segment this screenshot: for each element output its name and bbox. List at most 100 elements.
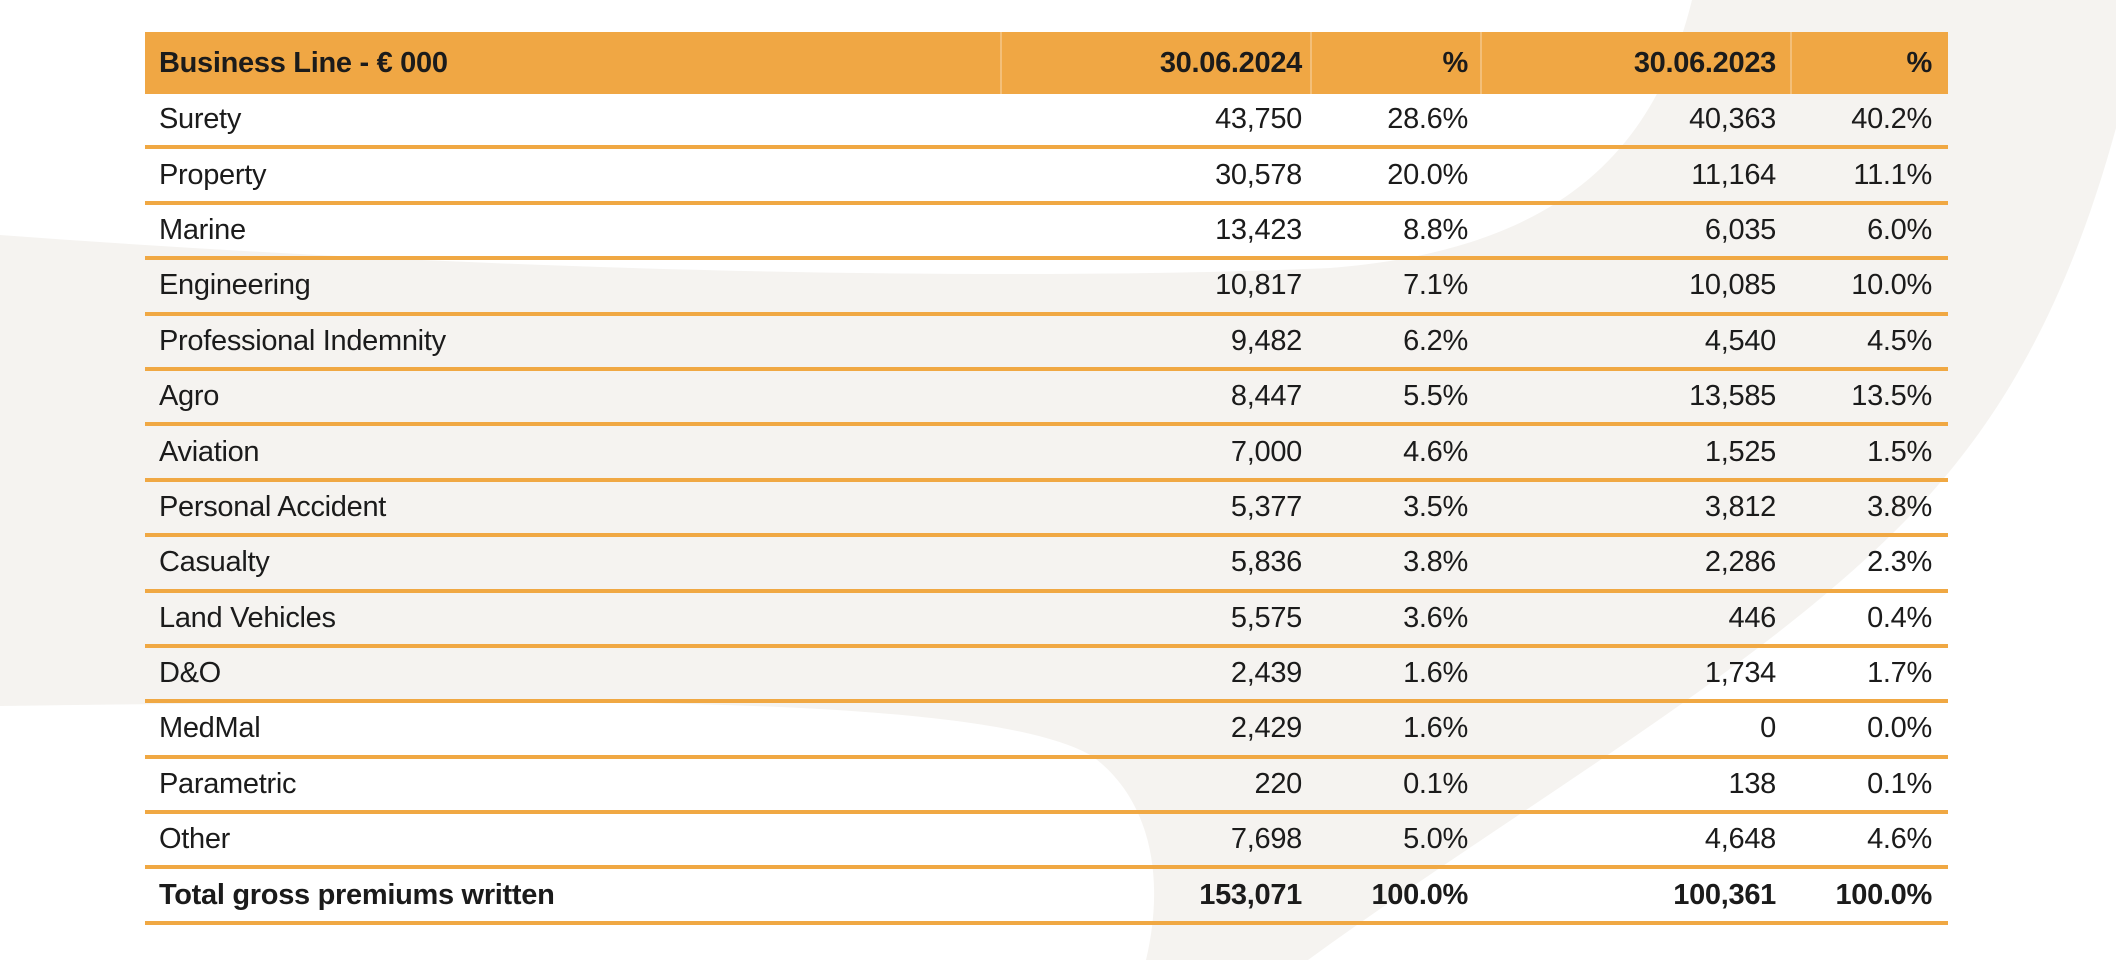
table-row: Engineering 10,817 7.1% 10,085 10.0% <box>145 260 1948 316</box>
cell-v2023: 1,525 <box>1704 435 1776 468</box>
cell-p2024: 3.5% <box>1403 490 1468 523</box>
cell-v2023: 4,540 <box>1704 324 1776 357</box>
cell-p2024: 6.2% <box>1403 324 1468 357</box>
table-row: MedMal 2,429 1.6% 0 0.0% <box>145 703 1948 759</box>
cell-v2023: 446 <box>1728 601 1777 634</box>
cell-v2024: 10,817 <box>1215 269 1302 302</box>
cell-label: Total gross premiums written <box>159 878 555 911</box>
table-row: Surety 43,750 28.6% 40,363 40.2% <box>145 94 1948 150</box>
table-body: Surety 43,750 28.6% 40,363 40.2% Property 30,5… <box>145 94 1948 870</box>
cell-p2024: 4.6% <box>1403 435 1468 468</box>
table-row: Agro 8,447 5.5% 13,585 13.5% <box>145 371 1948 427</box>
cell-p2024: 1.6% <box>1403 712 1468 745</box>
cell-label: Surety <box>159 103 242 136</box>
table-row: Property 30,578 20.0% 11,164 11.1% <box>145 149 1948 205</box>
header-percent-2024: % <box>1442 46 1469 79</box>
cell-label: Engineering <box>159 269 311 302</box>
cell-label: Agro <box>159 380 220 413</box>
cell-p2024: 0.1% <box>1403 767 1468 800</box>
cell-p2023: 1.5% <box>1867 435 1932 468</box>
cell-p2024: 3.6% <box>1403 601 1468 634</box>
cell-label: Property <box>159 158 267 191</box>
cell-v2024: 220 <box>1254 767 1303 800</box>
cell-p2023: 100.0% <box>1835 878 1932 911</box>
cell-p2024: 28.6% <box>1387 103 1468 136</box>
cell-v2024: 2,439 <box>1230 657 1302 690</box>
cell-label: Parametric <box>159 767 297 800</box>
cell-v2023: 4,648 <box>1704 823 1776 856</box>
cell-p2024: 20.0% <box>1387 158 1468 191</box>
cell-label: Land Vehicles <box>159 601 336 634</box>
premiums-table: Business Line - € 000 30.06.2024 % 30.06… <box>145 32 1948 925</box>
table-row: Marine 13,423 8.8% 6,035 6.0% <box>145 205 1948 261</box>
cell-p2024: 5.0% <box>1403 823 1468 856</box>
table-row: Professional Indemnity 9,482 6.2% 4,540 4.5% <box>145 316 1948 371</box>
cell-p2023: 1.7% <box>1867 657 1932 690</box>
cell-p2023: 3.8% <box>1867 490 1932 523</box>
cell-p2024: 8.8% <box>1403 213 1468 246</box>
cell-p2024: 3.8% <box>1403 546 1468 579</box>
header-divider <box>1000 32 1002 94</box>
cell-v2024: 13,423 <box>1215 213 1302 246</box>
cell-v2023: 3,812 <box>1704 490 1776 523</box>
table-row: Casualty 5,836 3.8% 2,286 2.3% <box>145 537 1948 593</box>
cell-v2023: 40,363 <box>1689 103 1776 136</box>
table-row: Land Vehicles 5,575 3.6% 446 0.4% <box>145 593 1948 648</box>
cell-p2023: 2.3% <box>1867 546 1932 579</box>
cell-v2024: 30,578 <box>1215 158 1302 191</box>
header-date-2024: 30.06.2024 <box>1159 46 1302 79</box>
table-row: Personal Accident 5,377 3.5% 3,812 3.8% <box>145 482 1948 538</box>
cell-p2023: 13.5% <box>1851 380 1932 413</box>
cell-p2023: 4.6% <box>1867 823 1932 856</box>
table-row: Aviation 7,000 4.6% 1,525 1.5% <box>145 426 1948 482</box>
cell-p2023: 0.1% <box>1867 767 1932 800</box>
cell-label: Casualty <box>159 546 270 579</box>
cell-p2023: 0.4% <box>1867 601 1932 634</box>
cell-v2023: 138 <box>1728 767 1777 800</box>
cell-v2024: 43,750 <box>1215 103 1302 136</box>
cell-p2024: 7.1% <box>1403 269 1468 302</box>
cell-p2023: 4.5% <box>1867 324 1932 357</box>
cell-v2023: 100,361 <box>1673 878 1776 911</box>
header-date-2023: 30.06.2023 <box>1633 46 1776 79</box>
table-header-row: Business Line - € 000 30.06.2024 % 30.06… <box>145 32 1948 94</box>
cell-v2024: 2,429 <box>1230 712 1302 745</box>
total-row: Total gross premiums written 153,071 100… <box>145 869 1948 925</box>
cell-p2024: 5.5% <box>1403 380 1468 413</box>
cell-p2023: 0.0% <box>1867 712 1932 745</box>
cell-label: Aviation <box>159 435 260 468</box>
cell-v2024: 5,575 <box>1230 601 1302 634</box>
cell-v2023: 10,085 <box>1689 269 1776 302</box>
cell-v2023: 6,035 <box>1704 213 1776 246</box>
cell-v2024: 7,698 <box>1230 823 1302 856</box>
cell-p2023: 40.2% <box>1851 103 1932 136</box>
cell-v2024: 8,447 <box>1230 380 1302 413</box>
cell-v2024: 9,482 <box>1230 324 1302 357</box>
cell-p2023: 10.0% <box>1851 269 1932 302</box>
cell-p2023: 6.0% <box>1867 213 1932 246</box>
cell-p2023: 11.1% <box>1853 158 1932 191</box>
cell-label: MedMal <box>159 712 261 745</box>
header-business-line: Business Line - € 000 <box>159 46 448 79</box>
cell-v2023: 11,164 <box>1691 158 1776 191</box>
cell-v2023: 0 <box>1760 712 1776 745</box>
header-percent-2023: % <box>1906 46 1933 79</box>
cell-v2023: 2,286 <box>1704 546 1776 579</box>
cell-v2023: 13,585 <box>1689 380 1776 413</box>
header-divider <box>1790 32 1792 94</box>
cell-p2024: 100.0% <box>1371 878 1468 911</box>
cell-label: Professional Indemnity <box>159 324 446 357</box>
cell-v2024: 5,836 <box>1230 546 1302 579</box>
header-divider <box>1480 32 1482 94</box>
cell-v2024: 7,000 <box>1230 435 1302 468</box>
cell-v2024: 5,377 <box>1230 490 1302 523</box>
cell-label: D&O <box>159 657 221 690</box>
cell-label: Other <box>159 823 231 856</box>
cell-v2023: 1,734 <box>1704 657 1776 690</box>
table-row: Parametric 220 0.1% 138 0.1% <box>145 759 1948 815</box>
table-row: D&O 2,439 1.6% 1,734 1.7% <box>145 648 1948 704</box>
table-row: Other 7,698 5.0% 4,648 4.6% <box>145 814 1948 870</box>
header-divider <box>1310 32 1312 94</box>
cell-label: Personal Accident <box>159 490 387 523</box>
